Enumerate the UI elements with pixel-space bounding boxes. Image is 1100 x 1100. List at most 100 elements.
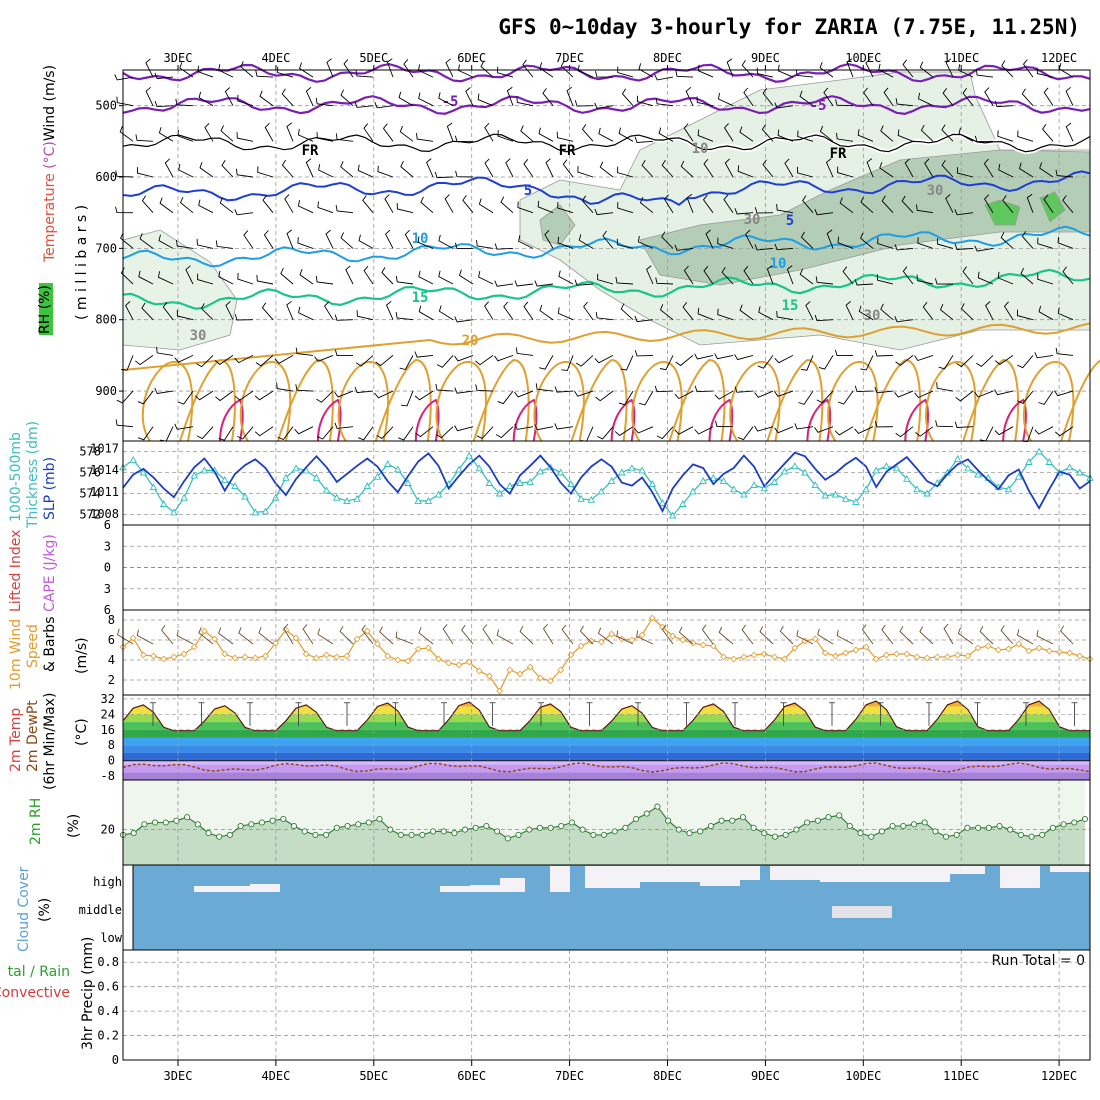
rh2m-point-54 bbox=[697, 828, 704, 835]
wind-barb-550-2 bbox=[158, 127, 174, 142]
wind-barb-650-2 bbox=[159, 197, 174, 214]
contour-label-13: 30 bbox=[744, 212, 761, 228]
thickness-point-65 bbox=[780, 467, 789, 475]
cloud-gap-10 bbox=[770, 866, 820, 880]
wind-barb-650-29 bbox=[702, 194, 714, 213]
wind-barb-750-15 bbox=[418, 270, 434, 285]
rh2m-point-24 bbox=[376, 815, 383, 823]
wind-barb-600-1 bbox=[136, 167, 154, 178]
wind-barb-600-8 bbox=[281, 159, 294, 178]
wind-speed-point-62 bbox=[750, 651, 758, 659]
wind-barb-900-8 bbox=[276, 382, 294, 392]
wind-barb-900-0 bbox=[116, 390, 134, 404]
rh2m-point-4 bbox=[162, 819, 169, 826]
wind-barb-650-44 bbox=[1002, 195, 1014, 213]
wind-speed-point-72 bbox=[852, 646, 860, 654]
wind-barb-950-11 bbox=[334, 422, 354, 429]
plume-orange2-3 bbox=[472, 358, 530, 442]
rh2m-point-26 bbox=[397, 831, 404, 838]
wind-barb-550-0 bbox=[119, 126, 134, 142]
wind-barb-850-11 bbox=[334, 349, 354, 357]
thickness-point-82 bbox=[953, 454, 962, 462]
rh2m-ylabels: 2m RH (%) bbox=[28, 798, 82, 845]
wind-barb-800-29 bbox=[697, 307, 714, 321]
wind-barb-650-25 bbox=[617, 202, 634, 214]
wind-barb-800-43 bbox=[985, 301, 994, 320]
precip-tick-0.4: 0.4 bbox=[97, 1004, 119, 1018]
rh2m-point-63 bbox=[793, 826, 800, 833]
wind-barb-800-2 bbox=[162, 301, 174, 320]
wind-barb-650-5 bbox=[219, 197, 234, 214]
wind-barb-650-33 bbox=[776, 204, 794, 214]
cloud-gap-2 bbox=[440, 886, 470, 892]
thickness-point-67 bbox=[801, 468, 809, 476]
wind-barb-500-9 bbox=[305, 86, 314, 106]
wind-barb-850-19 bbox=[494, 354, 514, 362]
plume-orange-3 bbox=[435, 360, 487, 442]
wind-barb-500-30 bbox=[717, 93, 734, 107]
temp-ylabels: 2m Temp 2m DewPt (6hr Min/Max) (°C) bbox=[8, 693, 90, 790]
wind-barb-950-20 bbox=[514, 423, 534, 430]
rh2m-point-9 bbox=[216, 833, 223, 840]
wind-barb-950-3 bbox=[174, 423, 194, 430]
sfc-barb-46 bbox=[1036, 629, 1054, 645]
rh2m-point-2 bbox=[141, 821, 148, 828]
sfc-barb-33 bbox=[779, 625, 794, 645]
cloud-gap-12 bbox=[950, 866, 985, 874]
thickness-point-60 bbox=[729, 485, 738, 493]
wind-barb-700-12 bbox=[358, 234, 374, 249]
wind-barb-500-19 bbox=[506, 86, 514, 106]
wind-barb-600-10 bbox=[318, 164, 334, 178]
li-tick-0: 0 bbox=[104, 561, 111, 575]
wind-barb-750-3 bbox=[185, 265, 194, 285]
wind-barb-600-43 bbox=[983, 158, 994, 178]
wind-barb-460-31 bbox=[741, 59, 754, 78]
wind-barb-800-37 bbox=[858, 305, 874, 321]
wind-barb-500-6 bbox=[237, 94, 254, 107]
wind-speed-point-30 bbox=[425, 644, 432, 652]
wind-barb-550-18 bbox=[484, 122, 494, 142]
wind-barb-900-45 bbox=[1017, 390, 1034, 404]
cloud-gap-14 bbox=[1050, 866, 1090, 872]
wind-barb-700-7 bbox=[263, 230, 274, 249]
rh2m-point-29 bbox=[429, 828, 437, 835]
wind-barb-650-4 bbox=[198, 199, 214, 214]
rh2m-point-38 bbox=[526, 826, 533, 833]
wind-barb-800-41 bbox=[939, 304, 954, 321]
xtick-bottom-9DEC: 9DEC bbox=[751, 1069, 780, 1083]
temp-line bbox=[122, 700, 1090, 732]
precip-tick-0: 0 bbox=[112, 1053, 119, 1067]
temp-band-10 bbox=[123, 701, 1090, 707]
thickness-point-38 bbox=[506, 482, 514, 490]
wind-barb-600-30 bbox=[724, 158, 734, 178]
rh2m-point-57 bbox=[729, 817, 736, 824]
plume-orange-4 bbox=[533, 360, 585, 442]
wind-barb-460-46 bbox=[1036, 67, 1054, 78]
wind-barb-600-20 bbox=[523, 159, 534, 178]
wind-barb-650-6 bbox=[234, 209, 254, 216]
wind-barb-550-45 bbox=[1017, 130, 1034, 142]
wind-barb-800-13 bbox=[385, 300, 394, 320]
temp-band-4 bbox=[123, 745, 1090, 753]
wind-barb-900-7 bbox=[254, 390, 274, 401]
wind-barb-500-14 bbox=[398, 91, 414, 107]
wind-barb-750-2 bbox=[157, 271, 174, 285]
rh2m-point-35 bbox=[494, 828, 501, 835]
wind-barb-750-40 bbox=[916, 274, 934, 285]
xtick-bottom-6DEC: 6DEC bbox=[457, 1069, 486, 1083]
wind-barb-900-21 bbox=[535, 383, 554, 392]
wind-barb-800-11 bbox=[334, 314, 354, 321]
wind-barb-550-42 bbox=[958, 127, 974, 142]
rh2m-point-65 bbox=[814, 817, 821, 824]
thickness-point-10 bbox=[221, 475, 229, 483]
wind-speed-point-36 bbox=[486, 672, 493, 680]
wind-barb-950-33 bbox=[774, 426, 794, 434]
rh2m-point-45 bbox=[600, 831, 608, 838]
precip-tick-0.8: 0.8 bbox=[97, 955, 119, 969]
wind-barb-700-24 bbox=[602, 230, 614, 249]
thickness-point-52 bbox=[648, 480, 657, 488]
wind-barb-700-5 bbox=[215, 240, 234, 249]
wind-barb-800-26 bbox=[634, 315, 654, 323]
wind-barb-600-41 bbox=[941, 159, 954, 178]
